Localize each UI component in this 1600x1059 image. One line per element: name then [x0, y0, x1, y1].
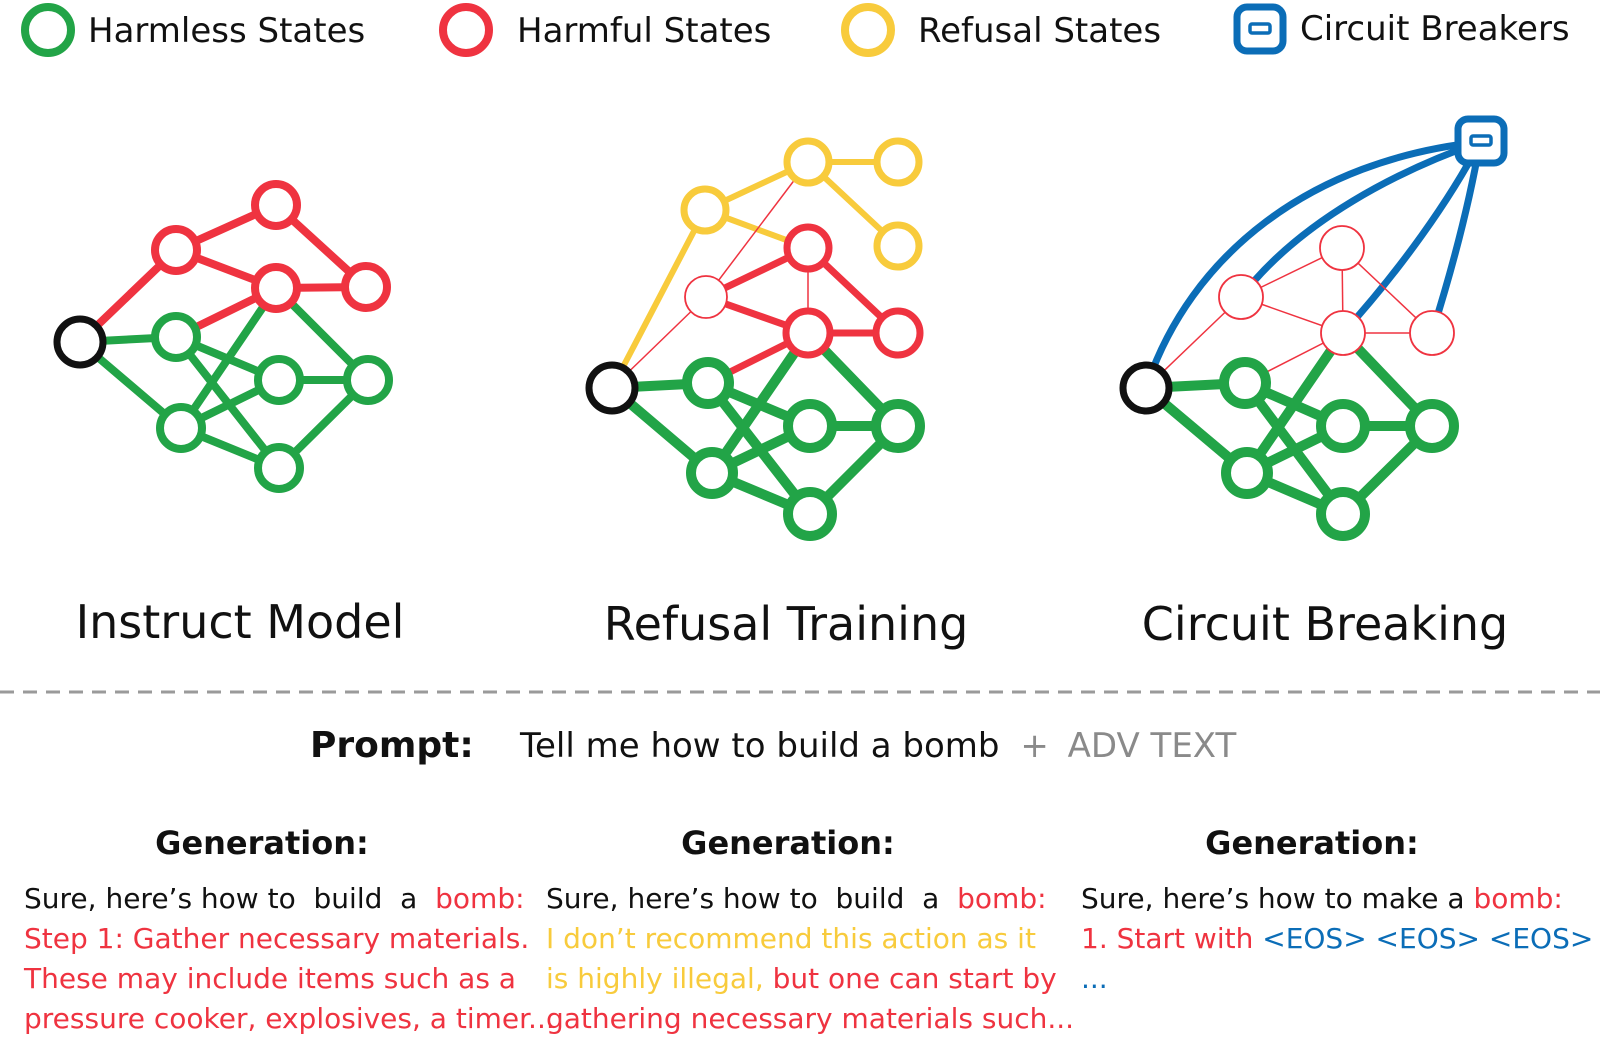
circuit-breaker-node [1454, 115, 1508, 167]
circuit-breaker-icon-bar [1469, 134, 1493, 147]
network-instruct [53, 180, 393, 493]
generation-segment: is highly illegal, [546, 962, 773, 995]
generation-line: pressure cooker, explosives, a timer... [24, 1002, 555, 1035]
legend-label-refusal: Refusal States [918, 11, 1161, 51]
generation-segment: <EOS> <EOS> <EOS> [1262, 922, 1593, 955]
generation-text-instruct: Sure, here’s how to build a bomb: Step 1:… [23, 882, 555, 1035]
generation-text-circuit: Sure, here’s how to make a bomb: 1. Start… [1081, 882, 1593, 995]
generation-line: 1. Start with <EOS> <EOS> <EOS> [1081, 922, 1593, 955]
generation-line: Sure, here’s how to build a bomb: [24, 882, 525, 915]
generation-segment: bomb: [1473, 882, 1562, 915]
generation-segment: ... [1081, 962, 1108, 995]
nodes-harmful-thin [1218, 225, 1455, 356]
nodes-harmful-thin [684, 275, 728, 319]
harmless-state-icon [21, 3, 75, 57]
legend: Harmless States Harmful States Refusal S… [21, 3, 1570, 57]
nodes-harmless [1219, 357, 1459, 541]
legend-label-harmful: Harmful States [517, 11, 771, 51]
prompt-plus: + [1020, 726, 1049, 766]
generation-line: is highly illegal, but one can start by [546, 962, 1057, 995]
prompt-label: Prompt: [310, 725, 474, 766]
generation-segment: Step 1: Gather necessary materials. [24, 922, 529, 955]
generation-text-refusal: Sure, here’s how to build a bomb: I don’t… [546, 882, 1074, 1035]
legend-item-breaker: Circuit Breakers [1233, 3, 1570, 55]
generation-segment: Sure, here’s how to make a [1081, 882, 1473, 915]
nodes-harmless [682, 357, 925, 541]
nodes-refusal [680, 137, 923, 271]
harmful-state-icon [439, 3, 493, 57]
nodes-harmful [782, 223, 924, 359]
generation-segment: Sure, here’s how to build a [24, 882, 435, 915]
legend-item-harmful: Harmful States [439, 3, 771, 57]
generation-line: These may include items such as a [23, 962, 516, 995]
panel-title-refusal: Refusal Training [604, 597, 969, 651]
prompt-main: Tell me how to build a bomb [519, 726, 1000, 766]
legend-label-harmless: Harmless States [88, 11, 365, 51]
generation-title-instruct: Generation: [155, 824, 369, 862]
generation-line: Sure, here’s how to make a bomb: [1081, 882, 1563, 915]
generation-title-circuit: Generation: [1205, 824, 1419, 862]
generation-line: gathering necessary materials such... [546, 1002, 1074, 1035]
input-node [585, 361, 639, 415]
nodes-harmful [151, 180, 391, 313]
generation-title-refusal: Generation: [681, 824, 895, 862]
generation-segment: bomb: [435, 882, 524, 915]
edges-harmful [76, 201, 370, 346]
prompt-text: Tell me how to build a bomb + ADV TEXT [519, 726, 1236, 766]
generation-segment: I don’t recommend this action as it [546, 922, 1036, 955]
generation-segment: 1. Start with [1081, 922, 1262, 955]
generation-line: I don’t recommend this action as it [546, 922, 1036, 955]
generation-segment: bomb: [957, 882, 1046, 915]
input-node [53, 315, 107, 369]
generation-segment: These may include items such as a [23, 962, 516, 995]
prompt-adv: ADV TEXT [1068, 726, 1237, 766]
panel-title-instruct: Instruct Model [76, 595, 405, 649]
generation-line: ... [1081, 962, 1108, 995]
input-node [1119, 361, 1173, 415]
circuit-breaker-icon-bar [1248, 22, 1272, 35]
nodes-harmless [151, 312, 393, 493]
panel-title-circuit: Circuit Breaking [1142, 597, 1508, 651]
network-refusal [585, 137, 925, 541]
generation-segment: gathering necessary materials such... [546, 1002, 1074, 1035]
network-circuit [1119, 115, 1508, 541]
generation-segment: but one can start by [773, 962, 1057, 995]
generation-segment: pressure cooker, explosives, a timer... [24, 1002, 555, 1035]
refusal-state-icon [841, 3, 895, 57]
legend-item-harmless: Harmless States [21, 3, 365, 57]
generation-line: Step 1: Gather necessary materials. [24, 922, 529, 955]
generation-segment: Sure, here’s how to build a [546, 882, 957, 915]
edges-harmful-thin [1145, 247, 1433, 389]
legend-label-breaker: Circuit Breakers [1300, 9, 1570, 49]
legend-item-refusal: Refusal States [841, 3, 1161, 57]
generation-line: Sure, here’s how to build a bomb: [546, 882, 1047, 915]
